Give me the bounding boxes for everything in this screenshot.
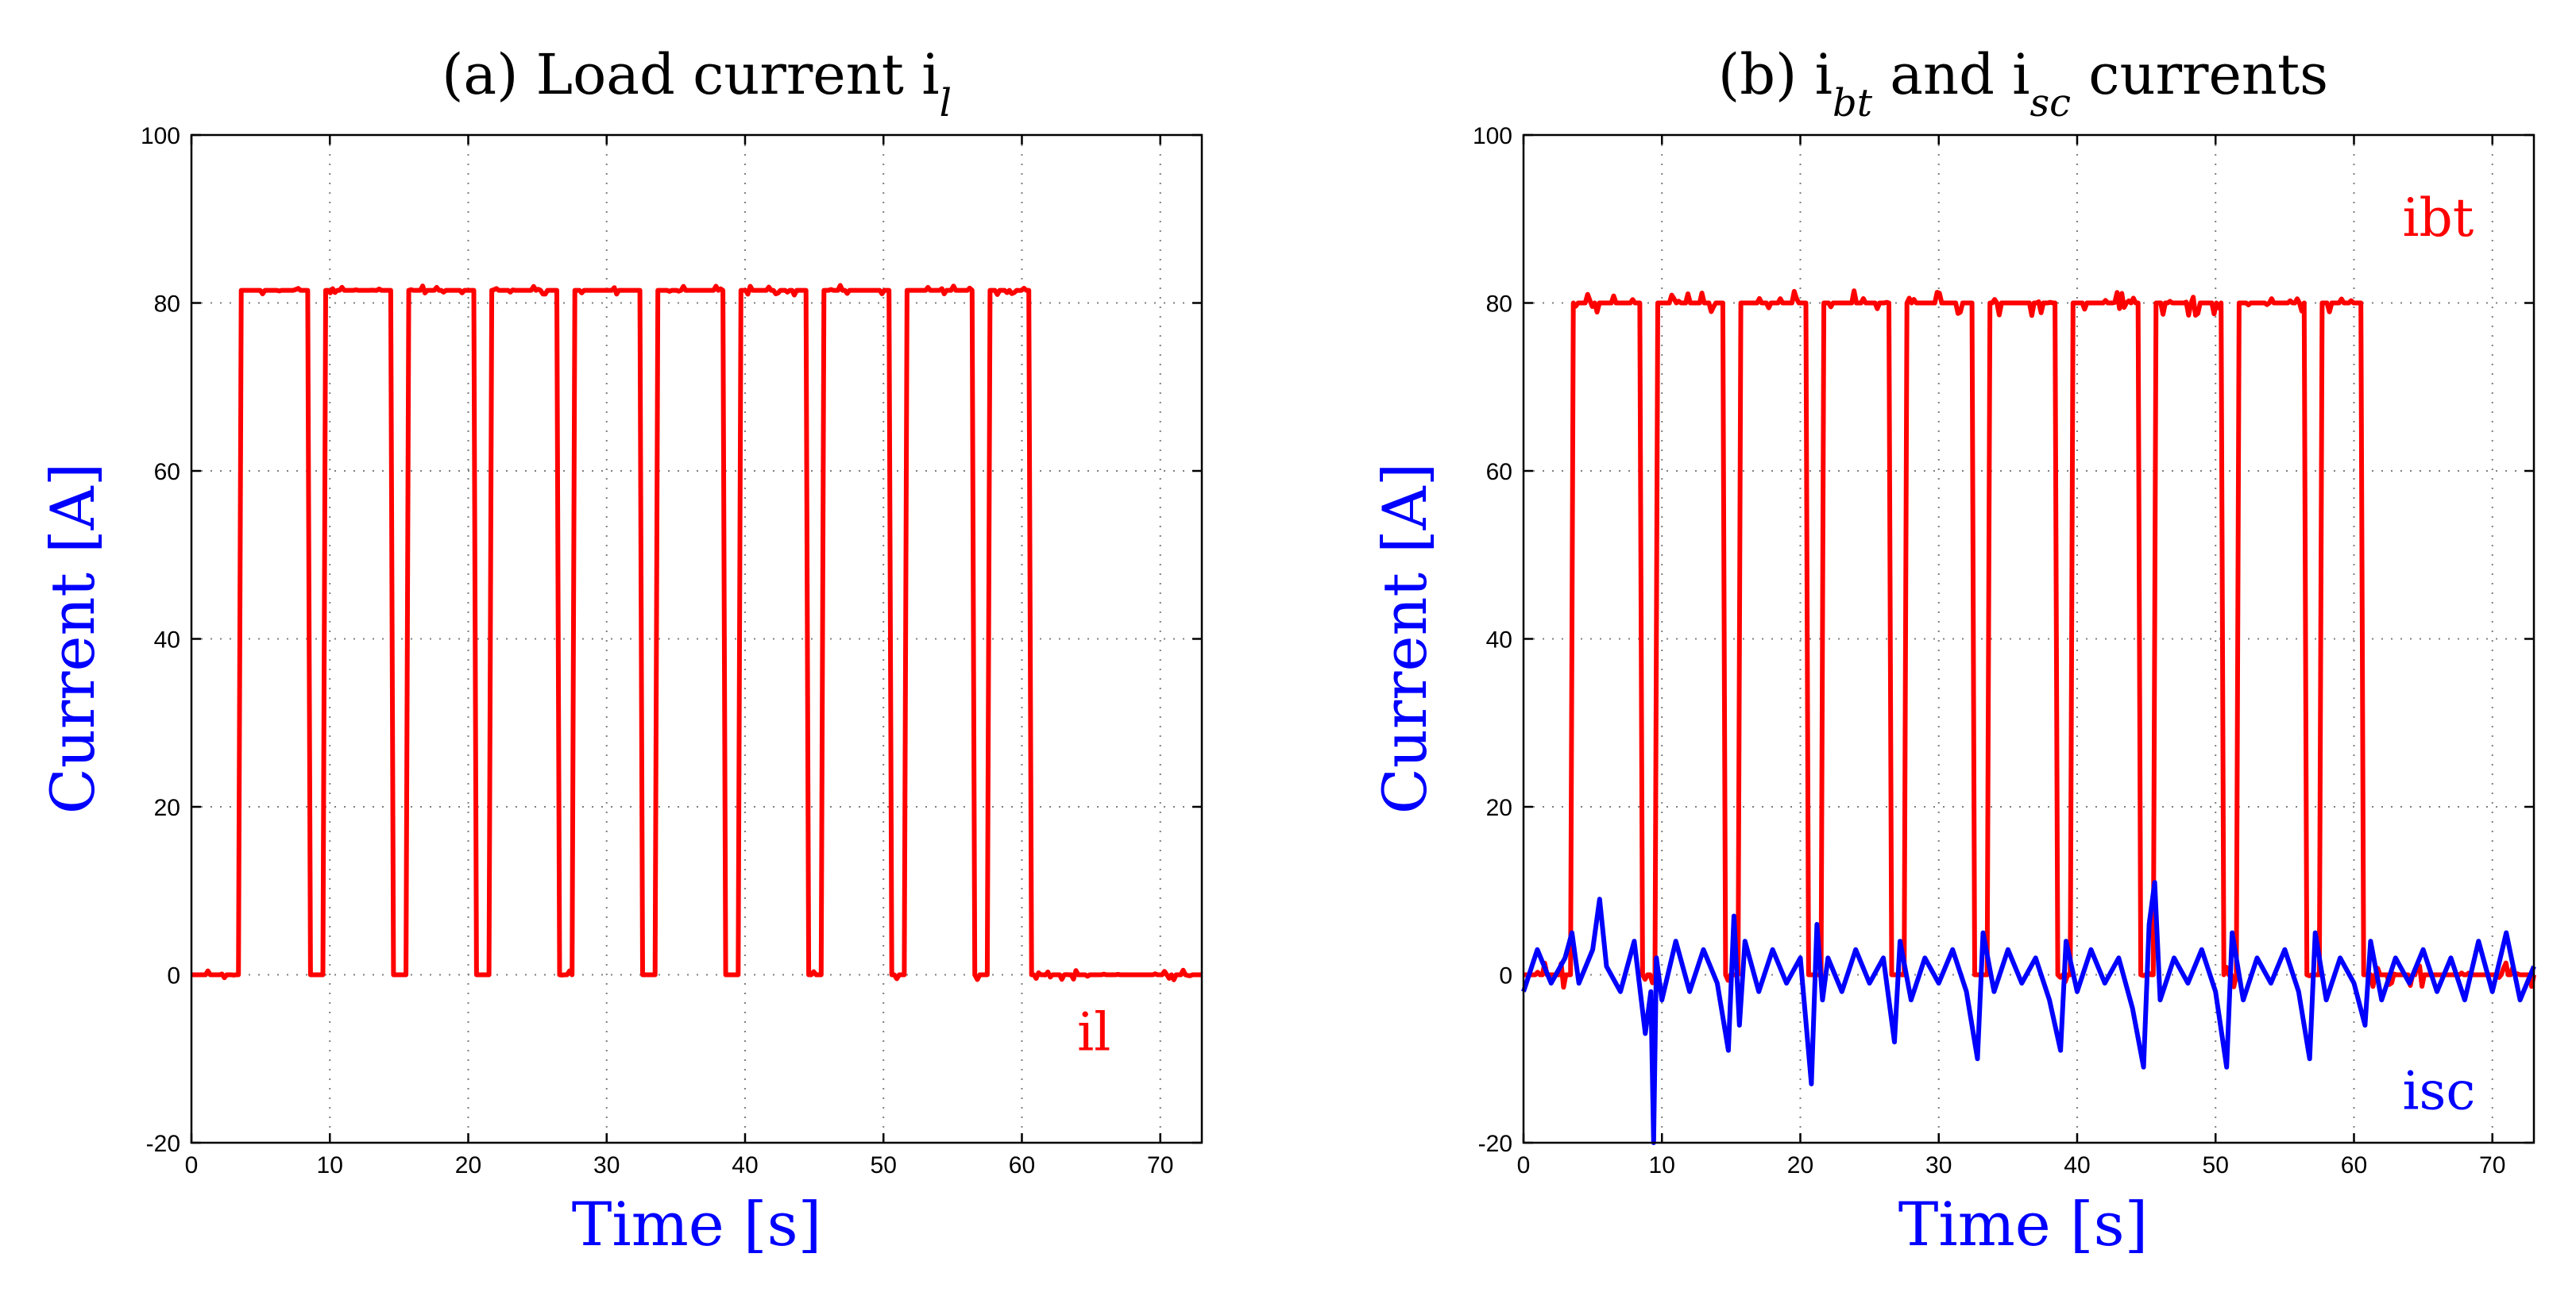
x-tick-label: 60 <box>2341 1152 2367 1178</box>
x-tick-label: 60 <box>1009 1152 1035 1178</box>
x-tick-label: 70 <box>2479 1152 2505 1178</box>
y-tick-label: 60 <box>1486 459 1512 485</box>
plot-frame <box>1522 133 2535 1144</box>
x-tick-label: 30 <box>593 1152 620 1178</box>
x-tick-label: 0 <box>1517 1152 1531 1178</box>
y-tick-label: 40 <box>154 627 180 654</box>
annotations: il <box>1077 1002 1110 1063</box>
chart-title: (a) Load current il <box>442 42 952 125</box>
y-tick-label: 100 <box>141 123 180 149</box>
x-tick-label: 0 <box>185 1152 199 1178</box>
x-tick-label: 50 <box>871 1152 897 1178</box>
annotations: ibt isc <box>2402 187 2475 1122</box>
x-tick-label: 40 <box>732 1152 758 1178</box>
x-tick-label: 50 <box>2203 1152 2229 1178</box>
plot-frame <box>190 133 1203 1144</box>
x-tick-label: 30 <box>1925 1152 1952 1178</box>
x-tick-label: 10 <box>317 1152 343 1178</box>
x-axis-label: Time [s] <box>572 1189 822 1259</box>
chart-title: (b) ibt and isc currents <box>1718 42 2328 125</box>
annotation-isc: isc <box>2402 1061 2475 1122</box>
y-tick-label: -20 <box>146 1131 180 1157</box>
x-tick-label: 70 <box>1147 1152 1173 1178</box>
series-layer <box>191 283 1203 982</box>
annotation-ibt: ibt <box>2402 187 2474 249</box>
y-tick-label: 20 <box>154 795 180 821</box>
y-tick-label: 60 <box>154 459 180 485</box>
y-tick-label: 0 <box>1499 963 1512 989</box>
y-tick-label: 80 <box>154 291 180 318</box>
x-axis-label: Time [s] <box>1898 1189 2149 1259</box>
y-tick-label: 40 <box>1486 627 1512 654</box>
series-line-il <box>191 283 1203 982</box>
chart-load-current: (a) Load current il 0 10 20 30 40 50 60 70-2002… <box>37 42 1203 1259</box>
annotation-il: il <box>1077 1002 1110 1063</box>
chart-bt-sc-currents: (b) ibt and isc currents 0 10 20 30 40 50 60 70… <box>1369 42 2536 1259</box>
x-tick-label: 10 <box>1649 1152 1675 1178</box>
series-line-isc <box>1521 880 2536 1145</box>
y-tick-label: 0 <box>167 963 180 989</box>
x-tick-label: 20 <box>455 1152 481 1178</box>
y-tick-label: -20 <box>1478 1131 1512 1157</box>
y-tick-label: 20 <box>1486 795 1512 821</box>
y-axis-label: Current [A] <box>1369 463 1440 815</box>
x-tick-label: 40 <box>2064 1152 2090 1178</box>
y-tick-label: 100 <box>1473 123 1512 149</box>
y-axis-label: Current [A] <box>37 463 108 815</box>
y-tick-label: 80 <box>1486 291 1512 318</box>
x-tick-label: 20 <box>1787 1152 1813 1178</box>
series-layer <box>1521 288 2536 1145</box>
